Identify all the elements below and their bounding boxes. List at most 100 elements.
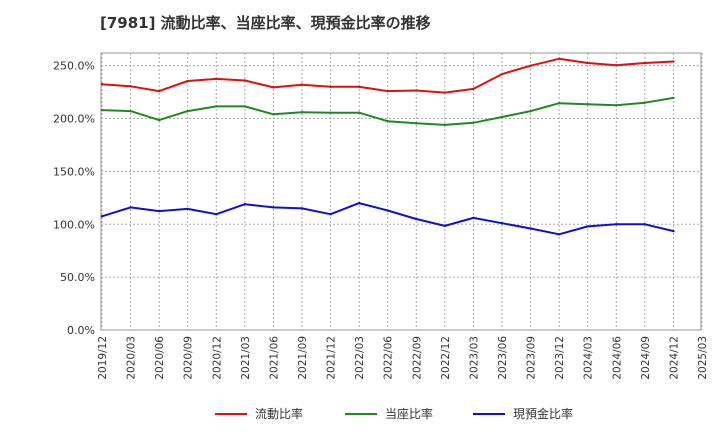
x-tick-label: 2020/06 (154, 336, 166, 380)
data-point (615, 104, 618, 107)
y-tick-label: 150.0% (53, 165, 95, 178)
data-point (186, 109, 189, 113)
data-point (357, 85, 361, 89)
data-point (129, 85, 132, 88)
x-tick-label: 2023/03 (468, 336, 480, 380)
x-tick-label: 2025/03 (697, 336, 709, 380)
data-point (615, 223, 618, 226)
x-tick-label: 2022/03 (354, 336, 366, 380)
data-point (557, 57, 561, 61)
data-point (329, 111, 332, 114)
data-point (443, 224, 447, 228)
legend-label: 現預金比率 (513, 406, 573, 421)
data-point (386, 209, 389, 212)
x-tick-label: 2024/12 (668, 336, 680, 380)
data-point (186, 79, 189, 83)
legend-label: 流動比率 (255, 406, 303, 421)
x-tick-label: 2024/09 (640, 336, 652, 380)
data-point (472, 87, 475, 91)
data-point (500, 222, 504, 225)
data-point (300, 207, 304, 210)
y-tick-label: 50.0% (60, 271, 95, 284)
x-tick-label: 2023/12 (554, 336, 566, 380)
data-point (243, 105, 247, 108)
data-point (586, 61, 589, 65)
x-tick-label: 2021/03 (240, 336, 252, 380)
data-point (472, 121, 475, 124)
data-point (157, 209, 161, 213)
data-point (615, 63, 618, 67)
legend-label: 当座比率 (385, 406, 433, 421)
x-tick-label: 2023/09 (526, 336, 538, 380)
data-point (643, 101, 647, 104)
data-point (100, 108, 104, 112)
x-tick-label: 2022/06 (383, 336, 395, 380)
data-point (272, 86, 275, 89)
data-point (557, 102, 561, 105)
x-tick-label: 2021/06 (268, 336, 280, 380)
data-point (272, 206, 275, 209)
x-tick-label: 2020/12 (211, 336, 223, 380)
data-point (129, 206, 132, 209)
data-point (672, 229, 675, 233)
data-point (529, 109, 532, 113)
x-tick-label: 2022/09 (411, 336, 423, 380)
data-point (586, 225, 589, 228)
plot-area (100, 52, 702, 331)
legend-layer: 流動比率 当座比率 現預金比率 (215, 406, 573, 421)
data-point (100, 82, 104, 86)
data-point (300, 83, 304, 86)
grid-layer (100, 52, 703, 331)
y-tick-label: 100.0% (53, 218, 95, 231)
data-point (557, 233, 561, 236)
data-point (415, 89, 418, 92)
data-point (186, 207, 189, 211)
data-point (215, 77, 218, 81)
x-tick-label: 2020/03 (126, 336, 138, 380)
x-tick-label: 2020/09 (183, 336, 195, 380)
x-tick-label: 2023/06 (497, 336, 509, 380)
data-point (586, 103, 589, 106)
x-tick-label: 2024/06 (611, 336, 623, 380)
data-point (643, 223, 647, 226)
data-point (443, 123, 447, 127)
data-point (329, 85, 332, 89)
data-point (129, 109, 132, 113)
data-point (157, 118, 161, 122)
data-point (500, 115, 504, 119)
data-point (500, 72, 504, 76)
data-point (672, 60, 675, 63)
x-tick-label: 2021/12 (326, 336, 338, 380)
data-point (443, 91, 447, 94)
data-point (357, 201, 361, 205)
data-point (329, 213, 332, 216)
data-point (386, 119, 389, 123)
data-point (243, 202, 247, 206)
data-point (243, 79, 247, 82)
data-point (415, 217, 418, 221)
data-point (272, 113, 275, 116)
data-point (643, 61, 647, 65)
data-point (529, 64, 532, 67)
data-point (215, 105, 218, 108)
y-tick-label: 250.0% (53, 60, 95, 73)
y-tick-label: 0.0% (67, 324, 95, 337)
data-point (357, 111, 361, 114)
data-point (529, 227, 532, 230)
data-point (472, 216, 475, 220)
x-tick-label: 2019/12 (97, 336, 109, 380)
x-tick-label: 2024/03 (583, 336, 595, 380)
data-point (100, 215, 104, 218)
y-tick-label: 200.0% (53, 113, 95, 126)
data-point (300, 111, 304, 114)
data-point (386, 89, 389, 93)
data-point (672, 96, 675, 100)
series-layer (100, 57, 675, 236)
data-point (157, 89, 161, 93)
x-tick-label: 2022/12 (440, 336, 452, 380)
data-point (415, 122, 418, 125)
x-tick-label: 2021/09 (297, 336, 309, 380)
axis-layer: 0.0% 50.0% 100.0% 150.0% 200.0% 250.0% 2019/12… (53, 60, 709, 380)
data-point (215, 213, 218, 216)
